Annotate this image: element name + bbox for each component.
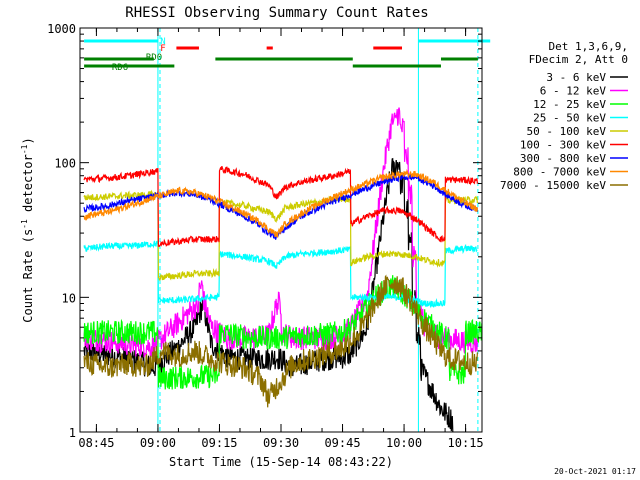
flag-label-flare: F (160, 44, 165, 54)
legend-entry: 800 - 7000 keV (513, 166, 628, 179)
flag-label-rd6: RD6 (112, 63, 128, 73)
legend-entry: 50 - 100 keV (527, 125, 628, 138)
legend-label: 25 - 50 keV (533, 112, 606, 125)
legend-entry: 300 - 800 keV (520, 152, 628, 165)
footer-date: 20-Oct-2021 01:17 (554, 467, 636, 476)
y-axis-label-sup-2: -1 (20, 144, 29, 154)
legend-label: 12 - 25 keV (533, 98, 606, 111)
y-tick-label: 100 (54, 157, 76, 171)
series-line (83, 107, 478, 359)
legend-entry: 25 - 50 keV (533, 112, 628, 125)
series-line (83, 166, 478, 248)
legend: Det 1,3,6,9, FDecim 2, Att 0 3 - 6 keV6 … (500, 40, 628, 192)
y-axis-label-sup-1: -1 (20, 219, 29, 229)
legend-header-line-1: Det 1,3,6,9, (549, 40, 628, 53)
legend-entry: 100 - 300 keV (520, 139, 628, 152)
y-axis-label-end: ) (21, 137, 35, 144)
legend-entry: 12 - 25 keV (533, 98, 628, 111)
x-tick-label: 08:45 (78, 436, 114, 450)
x-axis-label: Start Time (15-Sep-14 08:43:22) (169, 455, 393, 469)
flag-label-night: N (160, 37, 165, 47)
chart-title: RHESSI Observing Summary Count Rates (125, 5, 428, 21)
legend-label: 6 - 12 keV (540, 85, 607, 98)
legend-entry: 7000 - 15000 keV (500, 179, 628, 192)
y-tick-label: 1000 (47, 22, 76, 36)
legend-label: 800 - 7000 keV (513, 166, 606, 179)
y-axis-label-main: Count Rate (s (21, 229, 35, 323)
x-tick-label: 10:00 (386, 436, 422, 450)
flag-label-rd0: RD0 (146, 53, 162, 63)
series-line (83, 168, 478, 239)
y-axis-label-mid: detector (21, 154, 35, 219)
y-axis-label: Count Rate (s-1 detector-1) (20, 137, 35, 322)
series-line (83, 189, 478, 281)
legend-header-line-2: FDecim 2, Att 0 (529, 53, 628, 66)
legend-label: 3 - 6 keV (546, 71, 606, 84)
x-tick-label: 10:15 (448, 436, 484, 450)
series-line (83, 274, 478, 408)
legend-entry: 6 - 12 keV (540, 85, 628, 98)
x-axis: 08:45 09:00 09:15 09:30 09:45 10:00 10:15 (78, 28, 484, 450)
y-tick-label: 1 (69, 426, 76, 440)
x-tick-label: 09:30 (263, 436, 299, 450)
legend-label: 300 - 800 keV (520, 152, 606, 165)
y-axis: 1 10 100 1000 (47, 22, 482, 440)
y-tick-label: 10 (62, 291, 76, 305)
x-tick-label: 09:15 (201, 436, 237, 450)
x-tick-label: 09:45 (324, 436, 360, 450)
legend-label: 50 - 100 keV (527, 125, 607, 138)
x-tick-label: 09:00 (140, 436, 176, 450)
legend-label: 7000 - 15000 keV (500, 179, 606, 192)
legend-entry: 3 - 6 keV (546, 71, 628, 84)
legend-label: 100 - 300 keV (520, 139, 606, 152)
